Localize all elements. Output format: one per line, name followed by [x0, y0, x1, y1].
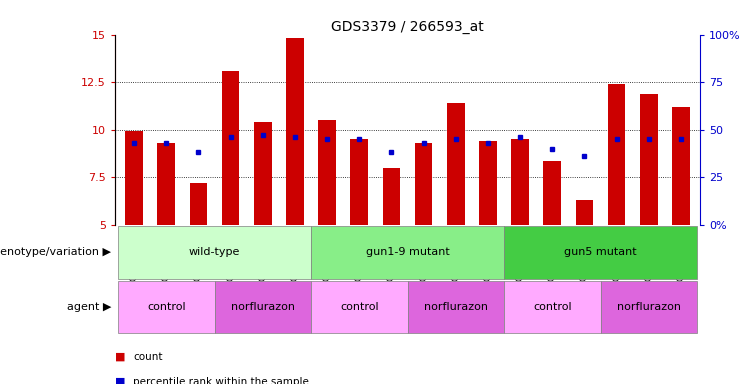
Bar	[125, 131, 143, 225]
Text: control: control	[147, 302, 186, 312]
Bar	[504, 226, 697, 279]
Text: gun5 mutant: gun5 mutant	[564, 247, 637, 258]
Bar	[319, 120, 336, 225]
Bar	[415, 143, 433, 225]
Bar	[118, 226, 311, 279]
Bar	[382, 168, 400, 225]
Bar	[479, 141, 496, 225]
Text: control: control	[533, 302, 571, 312]
Bar	[640, 94, 657, 225]
Bar	[311, 281, 408, 333]
Bar	[511, 139, 529, 225]
Bar	[190, 183, 207, 225]
Text: norflurazon: norflurazon	[424, 302, 488, 312]
Bar	[408, 281, 504, 333]
Text: control: control	[340, 302, 379, 312]
Title: GDS3379 / 266593_at: GDS3379 / 266593_at	[331, 20, 484, 33]
Bar	[672, 107, 690, 225]
Text: ■: ■	[115, 377, 125, 384]
Bar	[286, 38, 304, 225]
Text: norflurazon: norflurazon	[230, 302, 295, 312]
Text: agent ▶: agent ▶	[67, 302, 111, 312]
Text: count: count	[133, 352, 163, 362]
Text: percentile rank within the sample: percentile rank within the sample	[133, 377, 309, 384]
Bar	[158, 143, 175, 225]
Text: ■: ■	[115, 352, 125, 362]
Text: genotype/variation ▶: genotype/variation ▶	[0, 247, 111, 258]
Bar	[254, 122, 272, 225]
Bar	[608, 84, 625, 225]
Bar	[447, 103, 465, 225]
Bar	[600, 281, 697, 333]
Text: gun1-9 mutant: gun1-9 mutant	[365, 247, 450, 258]
Bar	[118, 281, 215, 333]
Bar	[215, 281, 311, 333]
Bar	[311, 226, 504, 279]
Bar	[350, 139, 368, 225]
Bar	[504, 281, 600, 333]
Text: wild-type: wild-type	[189, 247, 240, 258]
Bar	[543, 161, 561, 225]
Text: norflurazon: norflurazon	[617, 302, 681, 312]
Bar	[222, 71, 239, 225]
Bar	[576, 200, 594, 225]
